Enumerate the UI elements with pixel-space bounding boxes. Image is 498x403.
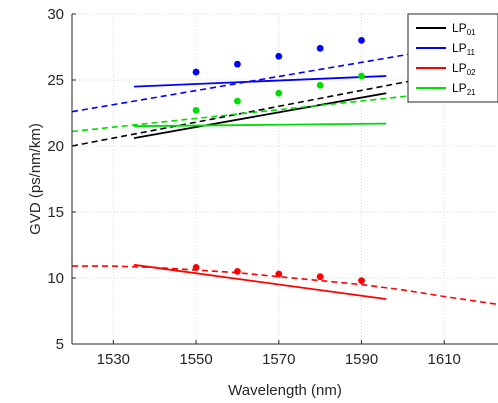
series-lp11-point: [234, 60, 241, 68]
series-lp21-point: [316, 81, 324, 89]
series-lp02: [72, 263, 498, 306]
legend-item-lp11: LP11: [416, 41, 476, 57]
x-tick-label: 1550: [179, 351, 212, 368]
y-tick-label: 30: [47, 6, 64, 23]
series-lp02-point: [234, 268, 241, 275]
series-lp11-solid-line: [133, 75, 387, 88]
series-lp11-point: [192, 68, 200, 76]
y-tick-label: 15: [47, 204, 64, 221]
y-tick-label: 5: [56, 336, 64, 353]
series-lp21-point: [234, 97, 241, 105]
series-lp21-point: [192, 106, 200, 114]
tick-labels: 1530 1550 1570 1590 1610 5 10 15 20 25 30: [47, 6, 461, 368]
x-tick-label: 1570: [262, 351, 295, 368]
series-lp21-dashed-line: [71, 85, 498, 133]
series-lp02-point: [192, 264, 200, 271]
series-lp02-point: [316, 273, 324, 281]
series-lp11-point: [358, 37, 365, 44]
x-tick-label: 1610: [428, 351, 461, 368]
series-lp21-solid-line: [133, 122, 387, 128]
legend-label: LP02: [452, 61, 476, 77]
x-tick-label: 1530: [97, 351, 130, 368]
legend-label: LP11: [452, 41, 476, 57]
y-axis-label: GVD (ps/nm/km): [27, 123, 44, 235]
y-tick-label: 10: [47, 270, 64, 287]
series-lp21-point: [358, 72, 365, 80]
series-lp11-point: [275, 52, 283, 60]
series-lp02-solid-line: [133, 263, 387, 300]
y-tick-label: 20: [47, 138, 64, 155]
y-tick-label: 25: [47, 72, 64, 89]
series-lp02-dashed-line: [72, 265, 498, 306]
legend-item-lp01: LP01: [416, 21, 476, 37]
legend-label: LP01: [452, 21, 476, 37]
legend-item-lp02: LP02: [416, 61, 476, 77]
legend: LP01 LP11 LP02 LP21: [407, 13, 498, 103]
series-lp21-point: [275, 89, 283, 97]
series-lp11-point: [316, 44, 324, 52]
series-lp01-solid-line: [133, 92, 387, 139]
series-lp21: [71, 72, 498, 133]
legend-label: LP21: [452, 81, 476, 97]
legend-item-lp21: LP21: [416, 81, 476, 97]
x-axis-label: Wavelength (nm): [228, 382, 342, 399]
series-lp02-point: [275, 270, 283, 278]
x-tick-label: 1590: [345, 351, 378, 368]
series-lp02-point: [358, 277, 365, 285]
axes: [71, 13, 498, 345]
